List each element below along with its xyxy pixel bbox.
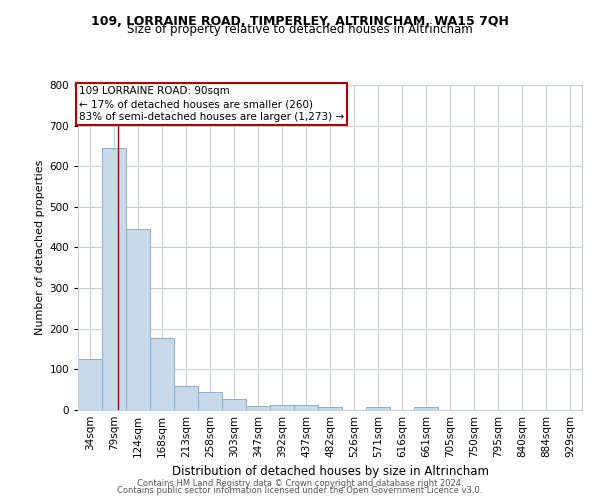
X-axis label: Distribution of detached houses by size in Altrincham: Distribution of detached houses by size … [172, 466, 488, 478]
Bar [78, 359, 102, 410]
Text: 109 LORRAINE ROAD: 90sqm
← 17% of detached houses are smaller (260)
83% of semi-: 109 LORRAINE ROAD: 90sqm ← 17% of detach… [79, 86, 344, 122]
Y-axis label: Number of detached properties: Number of detached properties [35, 160, 45, 335]
Text: Size of property relative to detached houses in Altrincham: Size of property relative to detached ho… [127, 22, 473, 36]
Bar [174, 386, 198, 410]
Bar [270, 404, 294, 410]
Bar [414, 407, 438, 410]
Bar [102, 148, 126, 410]
Text: Contains HM Land Registry data © Crown copyright and database right 2024.: Contains HM Land Registry data © Crown c… [137, 478, 463, 488]
Bar [126, 229, 150, 410]
Bar [198, 392, 222, 410]
Bar [222, 399, 246, 410]
Text: 109, LORRAINE ROAD, TIMPERLEY, ALTRINCHAM, WA15 7QH: 109, LORRAINE ROAD, TIMPERLEY, ALTRINCHA… [91, 15, 509, 28]
Bar [318, 407, 342, 410]
Bar [246, 406, 270, 410]
Bar [150, 338, 174, 410]
Bar [366, 407, 390, 410]
Text: Contains public sector information licensed under the Open Government Licence v3: Contains public sector information licen… [118, 486, 482, 495]
Bar [294, 404, 318, 410]
